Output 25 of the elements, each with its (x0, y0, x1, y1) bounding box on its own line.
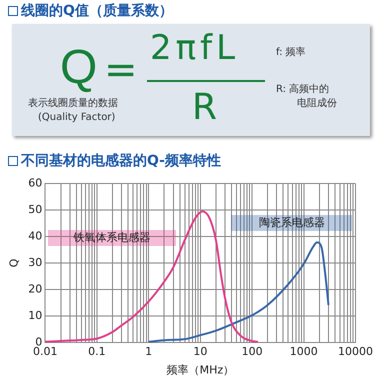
chart-title: 不同基材的电感器的Q-频率特性 (21, 152, 221, 170)
x-tick-label: 1000 (290, 345, 318, 358)
y-tick-label: 50 (28, 202, 42, 216)
y-tick-label: 40 (28, 229, 42, 242)
x-tick-label: 10 (193, 345, 208, 358)
text: R (192, 87, 218, 128)
text: 表示线圈质量的数据 (28, 98, 118, 109)
x-tick-label: 1 (145, 345, 152, 358)
text: 电阻成份 (297, 98, 337, 109)
x-tick-label: 100 (242, 345, 263, 358)
x-tick-label: 0.1 (88, 345, 106, 358)
x-axis-title: 频率（MHz） (166, 363, 234, 376)
y-tick-label: 60 (28, 176, 42, 190)
x-tick-label: 10000 (338, 345, 374, 358)
text: = (104, 47, 138, 93)
y-tick-label: 30 (28, 256, 42, 269)
text: (Quality Factor) (38, 112, 116, 123)
y-tick-label: 20 (28, 282, 42, 296)
text: 2πfL (150, 28, 240, 68)
y-tick-label: 10 (28, 308, 42, 322)
text: f: 频率 (276, 47, 306, 58)
text: Q (60, 41, 98, 95)
text: R: 高频中的 (276, 84, 330, 95)
text: 线圈的Q值（质量系数） (21, 2, 173, 20)
y-axis-title: Q (7, 258, 20, 268)
